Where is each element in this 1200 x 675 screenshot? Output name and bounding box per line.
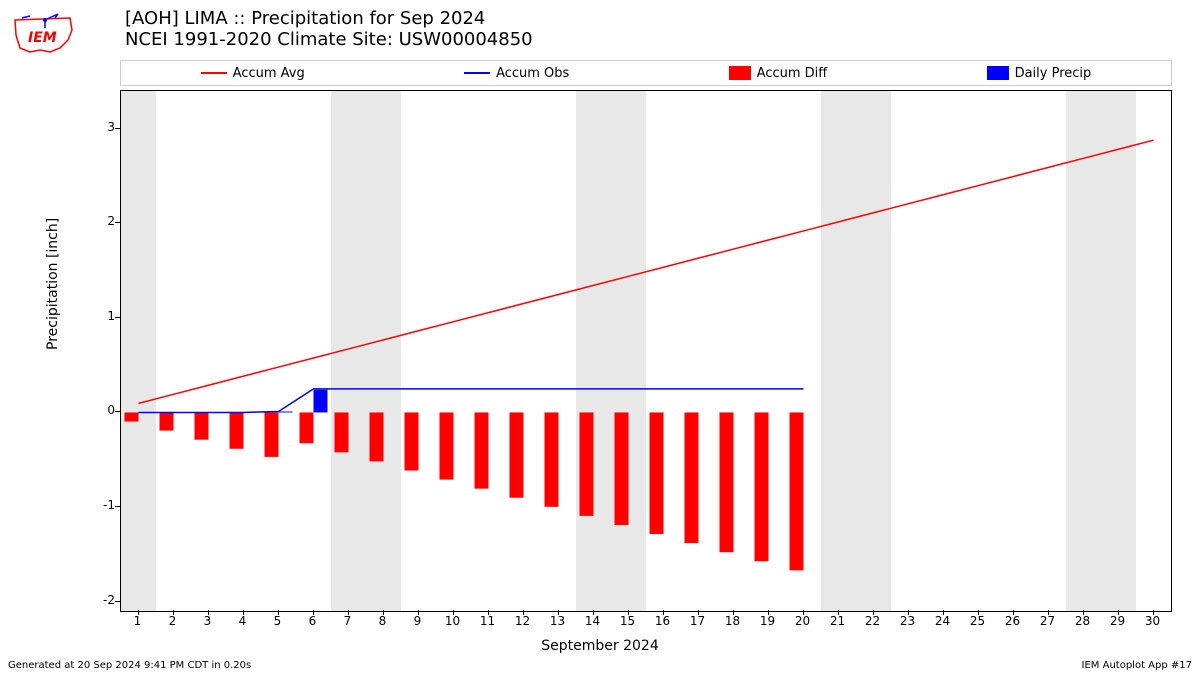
xtick-label: 4 <box>231 614 255 628</box>
accum-diff-bar <box>580 412 594 515</box>
xtick-label: 25 <box>966 614 990 628</box>
ytick <box>115 601 120 602</box>
xtick-label: 21 <box>826 614 850 628</box>
accum-diff-bar <box>335 412 349 452</box>
accum-diff-bar <box>160 412 174 430</box>
accum-diff-bar <box>125 412 139 421</box>
xtick-label: 5 <box>266 614 290 628</box>
ytick-label: -2 <box>85 593 115 607</box>
xtick-label: 18 <box>721 614 745 628</box>
plot-area <box>120 90 1172 612</box>
weekend-band <box>856 91 891 611</box>
ytick <box>115 506 120 507</box>
legend-swatch-red-box <box>729 66 751 80</box>
xtick-label: 13 <box>546 614 570 628</box>
accum-diff-bar <box>545 412 559 506</box>
xtick-label: 16 <box>651 614 675 628</box>
xtick-label: 7 <box>336 614 360 628</box>
accum-diff-bar <box>650 412 664 534</box>
xtick-label: 22 <box>861 614 885 628</box>
xtick-label: 15 <box>616 614 640 628</box>
weekend-band <box>1066 91 1101 611</box>
accum-diff-bar <box>440 412 454 479</box>
ytick <box>115 222 120 223</box>
xtick-label: 27 <box>1036 614 1060 628</box>
xtick-label: 8 <box>371 614 395 628</box>
weekend-band <box>1101 91 1136 611</box>
xtick-label: 6 <box>301 614 325 628</box>
weekend-band <box>331 91 366 611</box>
legend: Accum Avg Accum Obs Accum Diff Daily Pre… <box>120 60 1172 86</box>
xtick-label: 20 <box>791 614 815 628</box>
footer-app: IEM Autoplot App #17 <box>1082 660 1192 671</box>
legend-accum-diff: Accum Diff <box>729 66 828 81</box>
legend-label: Daily Precip <box>1015 66 1092 81</box>
xtick-label: 19 <box>756 614 780 628</box>
iem-logo: IEM <box>10 10 80 64</box>
chart-title: [AOH] LIMA :: Precipitation for Sep 2024… <box>125 8 533 50</box>
accum-obs-line <box>139 389 804 413</box>
ytick <box>115 128 120 129</box>
legend-label: Accum Avg <box>233 66 305 81</box>
accum-diff-bar <box>195 412 209 439</box>
accum-diff-bar <box>230 412 244 448</box>
weekend-band <box>366 91 401 611</box>
xtick-label: 9 <box>406 614 430 628</box>
xtick-label: 12 <box>511 614 535 628</box>
title-line-1: [AOH] LIMA :: Precipitation for Sep 2024 <box>125 8 533 29</box>
accum-diff-bar <box>720 412 734 552</box>
accum-diff-bar <box>615 412 629 525</box>
accum-diff-bar <box>755 412 769 561</box>
accum-diff-bar <box>370 412 384 461</box>
accum-diff-bar <box>405 412 419 470</box>
xtick-label: 3 <box>196 614 220 628</box>
weekend-band <box>121 91 156 611</box>
xtick-label: 17 <box>686 614 710 628</box>
xtick-label: 10 <box>441 614 465 628</box>
accum-diff-bar <box>685 412 699 543</box>
ytick-label: 2 <box>85 214 115 228</box>
ytick-label: 3 <box>85 120 115 134</box>
footer-generated: Generated at 20 Sep 2024 9:41 PM CDT in … <box>8 660 251 671</box>
xtick-label: 30 <box>1141 614 1165 628</box>
accum-diff-bar <box>475 412 489 488</box>
xtick-label: 24 <box>931 614 955 628</box>
daily-precip-bar <box>314 390 328 413</box>
xtick-label: 11 <box>476 614 500 628</box>
legend-accum-obs: Accum Obs <box>464 66 569 81</box>
ytick-label: -1 <box>85 498 115 512</box>
title-line-2: NCEI 1991-2020 Climate Site: USW00004850 <box>125 29 533 50</box>
legend-accum-avg: Accum Avg <box>201 66 305 81</box>
weekend-band <box>576 91 611 611</box>
accum-diff-bar <box>265 412 279 456</box>
svg-text:IEM: IEM <box>28 30 57 46</box>
legend-swatch-blue-box <box>987 66 1009 80</box>
y-axis-label: Precipitation [inch] <box>45 218 61 350</box>
legend-swatch-blue-line <box>464 72 490 74</box>
xtick-label: 28 <box>1071 614 1095 628</box>
daily-precip-bar <box>279 412 293 413</box>
xtick-label: 14 <box>581 614 605 628</box>
x-axis-label: September 2024 <box>0 638 1200 654</box>
xtick-label: 1 <box>126 614 150 628</box>
ytick <box>115 317 120 318</box>
ytick-label: 0 <box>85 403 115 417</box>
weekend-band <box>611 91 646 611</box>
ytick <box>115 411 120 412</box>
xtick-label: 29 <box>1106 614 1130 628</box>
accum-diff-bar <box>300 412 314 443</box>
xtick-label: 26 <box>1001 614 1025 628</box>
legend-label: Accum Obs <box>496 66 569 81</box>
xtick-label: 23 <box>896 614 920 628</box>
accum-diff-bar <box>510 412 524 497</box>
legend-daily-precip: Daily Precip <box>987 66 1092 81</box>
ytick-label: 1 <box>85 309 115 323</box>
legend-label: Accum Diff <box>757 66 828 81</box>
weekend-band <box>821 91 856 611</box>
xtick-label: 2 <box>161 614 185 628</box>
accum-diff-bar <box>790 412 804 570</box>
legend-swatch-red-line <box>201 72 227 74</box>
